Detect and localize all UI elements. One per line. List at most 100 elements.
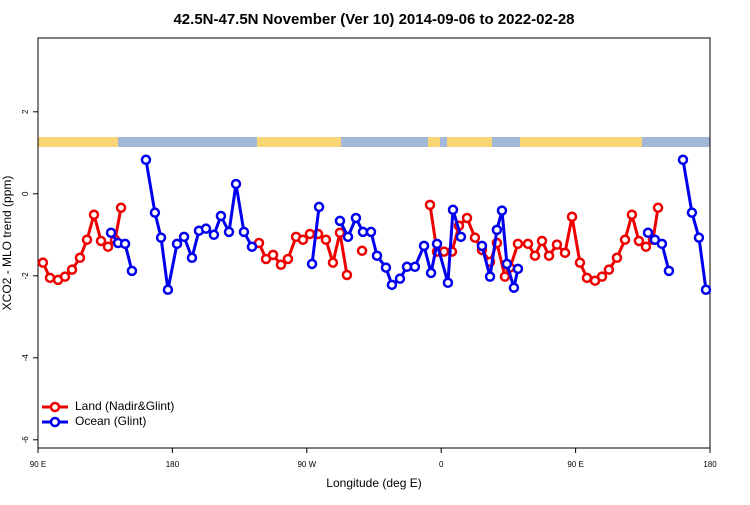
data-point	[365, 226, 377, 238]
data-point	[162, 284, 174, 295]
data-point	[238, 226, 250, 238]
data-point	[491, 224, 503, 236]
y-tick-label: -6	[21, 436, 30, 444]
data-point	[297, 234, 309, 245]
data-point	[409, 261, 421, 273]
data-point	[512, 263, 524, 275]
data-point	[102, 241, 114, 252]
data-point	[455, 231, 467, 243]
x-tick-label: 90 W	[297, 460, 316, 469]
y-tick-label: -2	[21, 272, 30, 280]
data-point	[105, 227, 117, 238]
x-tick-label: 90 E	[567, 460, 583, 469]
data-point	[529, 250, 541, 261]
land-ocean-strip	[38, 137, 710, 147]
data-point	[536, 235, 548, 247]
data-point	[334, 215, 346, 227]
data-point	[88, 209, 100, 220]
data-point	[275, 259, 287, 270]
x-tick-label: 0	[439, 460, 444, 469]
data-point	[663, 265, 675, 277]
data-point	[566, 211, 578, 223]
data-point	[37, 257, 49, 268]
data-point	[149, 207, 161, 218]
data-point	[74, 252, 86, 264]
data-point	[574, 257, 586, 268]
data-point	[386, 279, 398, 291]
x-tick-label: 180	[166, 460, 180, 469]
data-point	[208, 229, 220, 241]
land-strip	[257, 137, 341, 147]
data-point	[476, 240, 488, 252]
data-point	[501, 258, 513, 270]
land-strip	[428, 137, 440, 147]
data-point	[522, 238, 534, 250]
data-point	[342, 231, 354, 243]
data-point	[425, 267, 437, 279]
data-point	[447, 204, 459, 216]
data-point	[424, 199, 436, 211]
data-point	[700, 284, 712, 295]
data-point	[246, 241, 258, 252]
data-point	[431, 238, 443, 250]
data-point	[81, 234, 93, 245]
data-point	[171, 238, 183, 250]
data-point	[334, 227, 346, 238]
data-point	[327, 257, 339, 268]
data-point	[633, 235, 645, 247]
data-point	[306, 258, 318, 270]
data-point	[581, 272, 593, 284]
data-point	[418, 240, 430, 252]
data-point	[603, 264, 615, 275]
data-point	[677, 154, 689, 166]
y-tick-label: -4	[21, 354, 30, 362]
data-point	[126, 265, 138, 277]
data-point	[186, 252, 198, 264]
chart-title: 42.5N-47.5N November (Ver 10) 2014-09-06…	[173, 11, 574, 28]
legend-label: Ocean (Glint)	[75, 414, 146, 428]
data-point	[320, 234, 332, 245]
legend: Land (Nadir&Glint)Ocean (Glint)	[42, 399, 174, 428]
legend-label: Land (Nadir&Glint)	[75, 399, 174, 413]
data-point	[223, 226, 235, 238]
data-point	[686, 207, 698, 218]
data-point	[642, 227, 654, 238]
data-point	[356, 245, 368, 257]
y-axis-label: XCO2 - MLO trend (ppm)	[0, 176, 14, 311]
data-point	[282, 253, 294, 265]
data-point	[357, 226, 369, 238]
data-point	[313, 201, 325, 213]
data-point	[596, 271, 608, 282]
x-tick-label: 90 E	[30, 460, 46, 469]
data-point	[140, 154, 152, 166]
data-point	[611, 252, 623, 264]
plot-frame	[37, 37, 711, 449]
data-point	[394, 273, 406, 284]
data-point	[619, 234, 631, 245]
data-point	[551, 239, 563, 250]
data-point	[559, 247, 571, 259]
data-point	[155, 232, 167, 243]
data-point	[200, 223, 212, 234]
data-point	[59, 271, 71, 282]
data-point	[304, 228, 316, 240]
data-point	[469, 232, 481, 243]
data-point	[178, 231, 190, 243]
data-point	[640, 241, 652, 252]
data-point	[371, 250, 383, 261]
data-point	[543, 250, 555, 261]
data-point	[66, 264, 78, 275]
data-point	[508, 282, 520, 293]
legend-marker	[49, 401, 61, 413]
data-point	[230, 178, 242, 190]
data-point	[484, 271, 496, 282]
data-point	[119, 238, 131, 250]
data-point	[215, 210, 227, 222]
y-tick-label: 0	[21, 191, 30, 196]
x-axis-label: Longitude (deg E)	[326, 476, 421, 490]
ocean-strip	[38, 137, 710, 147]
legend-marker	[49, 416, 61, 428]
data-point	[350, 212, 362, 224]
